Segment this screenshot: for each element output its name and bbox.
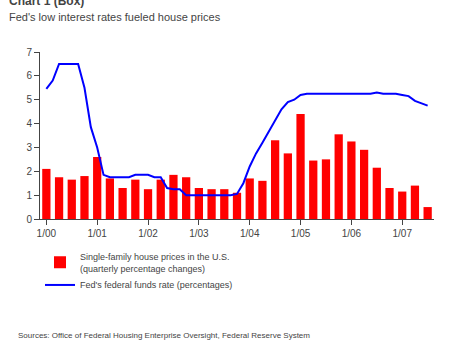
svg-text:1/01: 1/01 (87, 228, 107, 239)
svg-text:Fed's federal funds rate (perc: Fed's federal funds rate (percentages) (80, 280, 232, 290)
svg-text:1/00: 1/00 (37, 228, 57, 239)
svg-text:5: 5 (26, 94, 32, 105)
svg-text:0: 0 (26, 214, 32, 225)
svg-text:1/02: 1/02 (138, 228, 158, 239)
svg-text:1/03: 1/03 (189, 228, 209, 239)
svg-text:1/06: 1/06 (342, 228, 362, 239)
svg-text:1/07: 1/07 (392, 228, 412, 239)
svg-text:1/04: 1/04 (240, 228, 260, 239)
svg-text:Single-family house prices in: Single-family house prices in the U.S.(q… (80, 252, 230, 274)
svg-text:6: 6 (26, 70, 32, 81)
svg-text:1: 1 (26, 190, 32, 201)
svg-text:Sources: Office of Federal Hou: Sources: Office of Federal Housing Enter… (18, 331, 310, 340)
svg-text:Chart 1 (Box)Fed's low interes: Chart 1 (Box)Fed's low interest rates fu… (9, 0, 221, 23)
svg-text:7: 7 (26, 47, 32, 58)
svg-text:1/05: 1/05 (291, 228, 311, 239)
svg-text:4: 4 (26, 118, 32, 129)
svg-text:2: 2 (26, 166, 32, 177)
svg-text:3: 3 (26, 142, 32, 153)
